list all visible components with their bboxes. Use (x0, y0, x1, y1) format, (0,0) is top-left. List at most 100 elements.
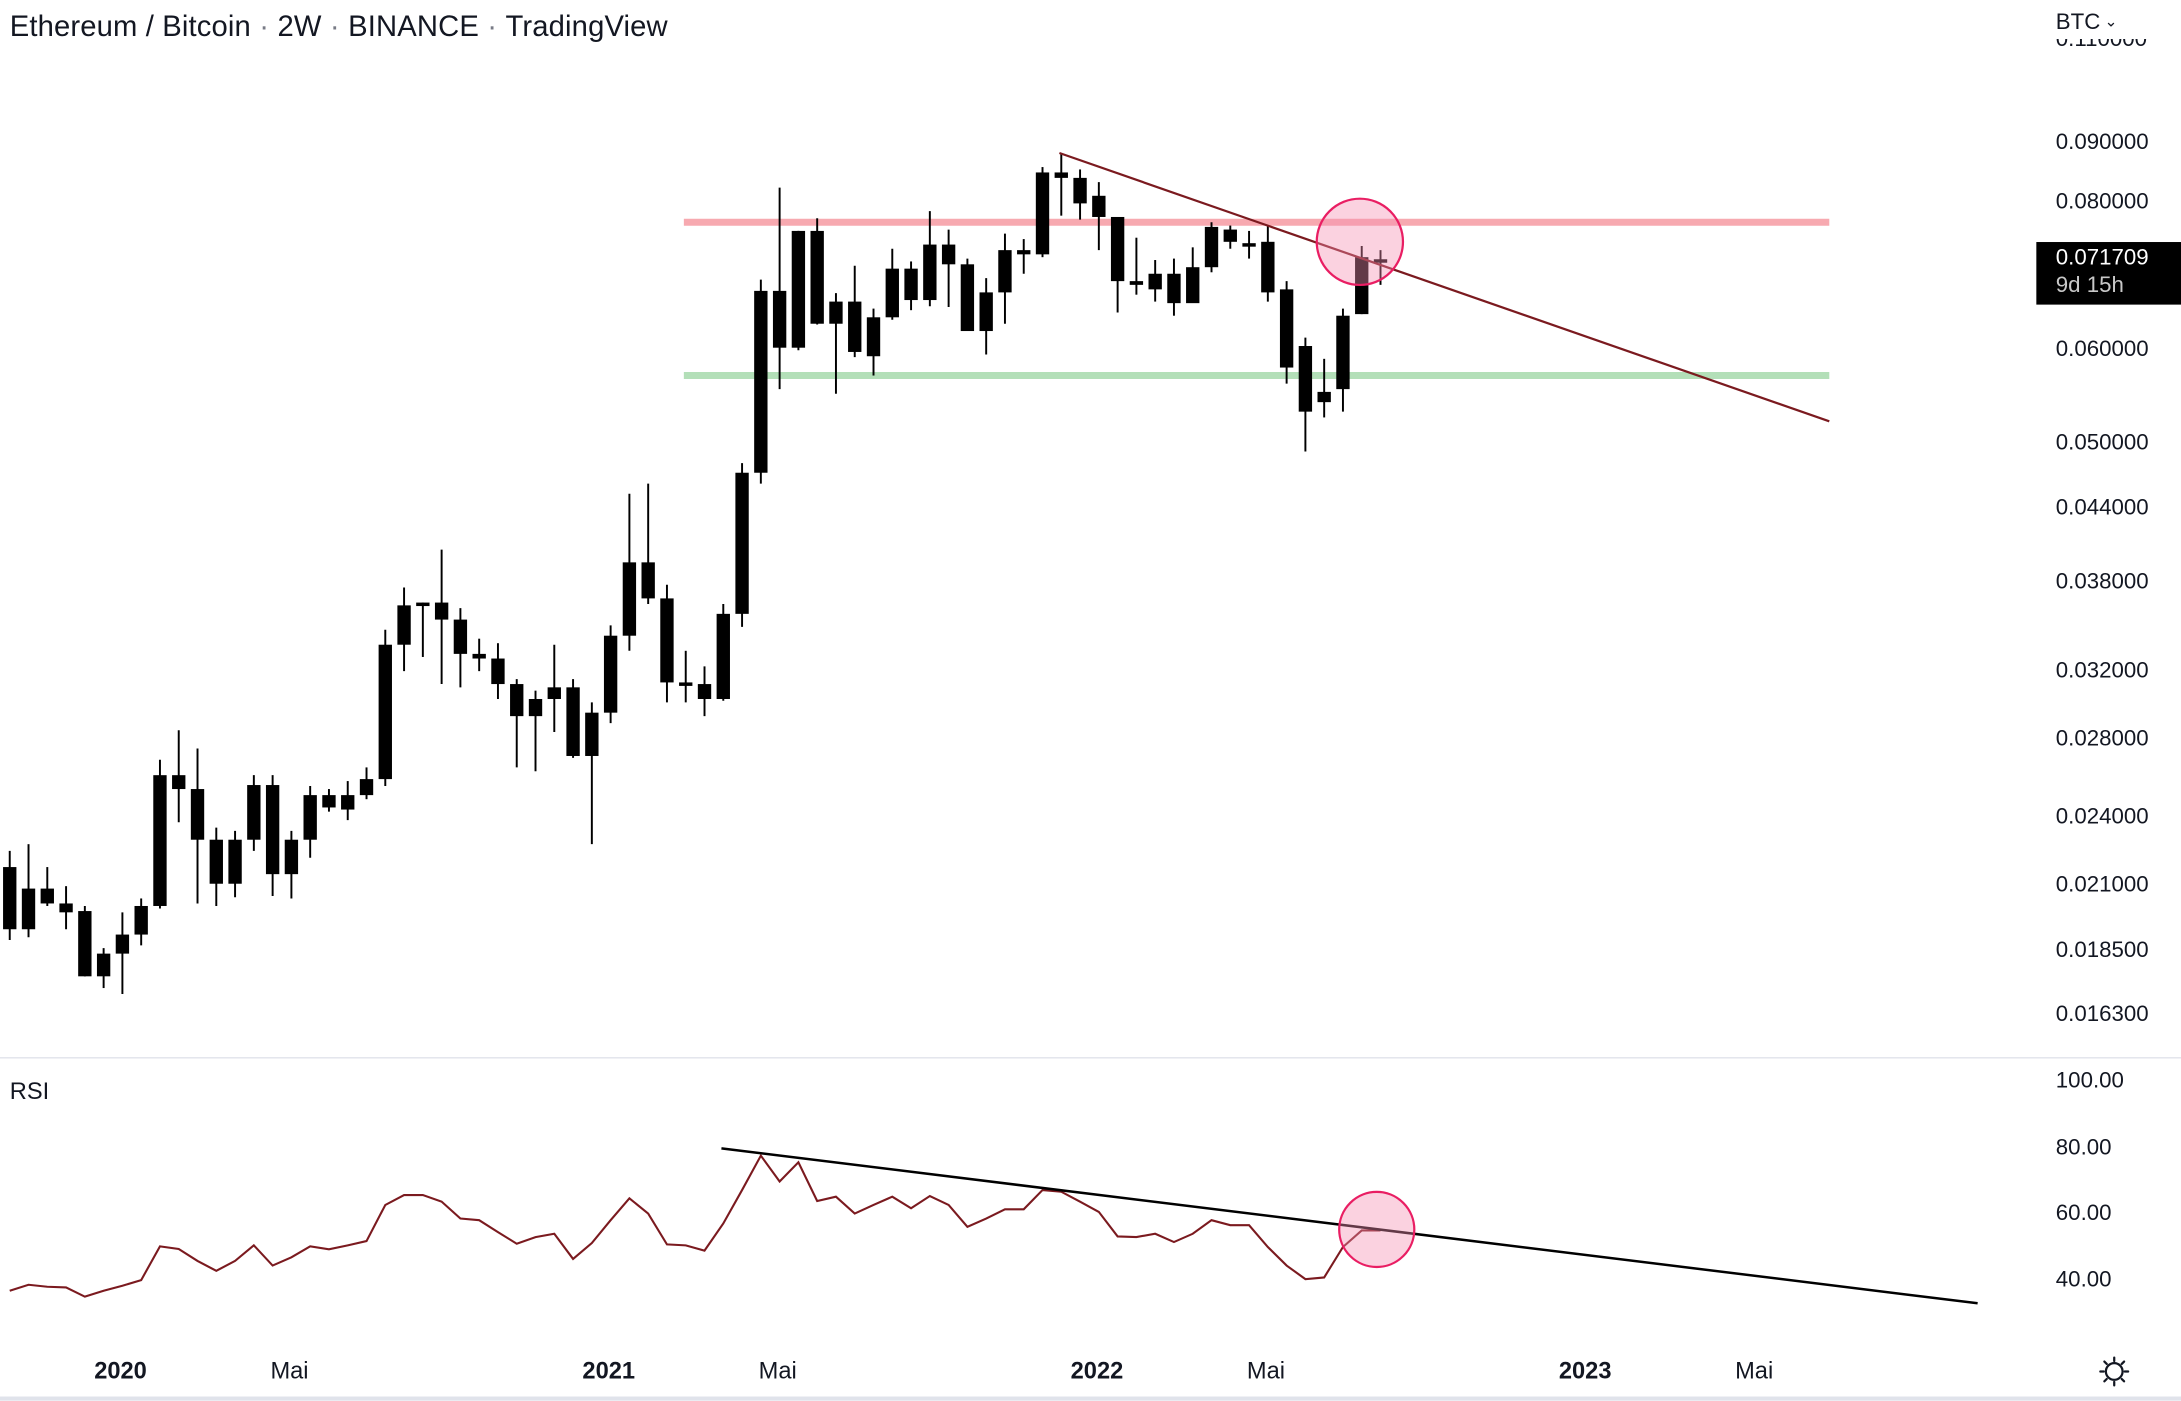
price-axis-label: 0.038000 (2055, 570, 2149, 595)
candle (453, 608, 468, 688)
candle-body (848, 301, 862, 352)
price-axis-label: 0.032000 (2055, 658, 2149, 683)
candles (3, 153, 1388, 995)
candle-body (510, 684, 524, 717)
candle (1279, 281, 1294, 384)
price-axis-label: 0.024000 (2055, 805, 2149, 830)
chevron-down-icon: ⌄ (2104, 13, 2118, 31)
candle-body (585, 712, 599, 756)
rsi-axis-label: 40.00 (2055, 1268, 2112, 1293)
candle-body (1129, 281, 1144, 285)
candle-body (566, 687, 580, 756)
candle-body (1073, 177, 1087, 204)
candle (1298, 337, 1313, 452)
candle-body (716, 613, 730, 700)
price-trendline (1059, 151, 1830, 423)
candle-body (791, 230, 806, 348)
bar-countdown: 9d 15h (2055, 274, 2124, 298)
candle (716, 603, 730, 701)
candle (754, 279, 768, 484)
price-axis-label: 0.090000 (2055, 130, 2149, 155)
exchange: BINANCE (348, 11, 479, 44)
rsi-line (9, 1153, 1381, 1298)
currency-selector[interactable]: BTC ⌄ (2056, 11, 2118, 36)
price-axis-label: 0.018500 (2055, 938, 2149, 962)
candle (378, 629, 392, 787)
price-axis[interactable]: 0.110000 0.090000 0.080000 0.060000 0.050000… (2036, 39, 2181, 1054)
candle (1336, 308, 1350, 412)
rsi-trendline (721, 1147, 1978, 1305)
rsi-axis-label: 100.00 (2055, 1069, 2124, 1094)
candle (303, 786, 317, 858)
rsi-highlight-circle (1338, 1190, 1416, 1269)
candle (960, 258, 975, 332)
candle (585, 702, 599, 845)
candle (1204, 222, 1219, 273)
price-axis-label: 0.044000 (2055, 496, 2149, 520)
candle (941, 229, 956, 308)
candle-body (998, 250, 1012, 293)
candle-body (472, 653, 486, 659)
candle (998, 233, 1012, 324)
time-axis-label: 2020 (94, 1357, 147, 1384)
candle (228, 830, 242, 898)
candle (491, 643, 505, 700)
candle (829, 293, 843, 394)
candle-body (153, 775, 167, 906)
candle (265, 775, 280, 896)
candle (679, 650, 693, 703)
candle-body (434, 602, 449, 620)
candle (885, 248, 899, 320)
candle-body (1373, 259, 1388, 263)
candle (848, 265, 862, 358)
rsi-axis-label: 60.00 (2055, 1201, 2112, 1226)
pane-divider[interactable] (0, 1057, 2181, 1059)
candle-body (641, 562, 655, 599)
candle (866, 308, 881, 376)
candle-body (754, 290, 768, 473)
candle-body (1035, 172, 1050, 255)
candle (247, 775, 261, 851)
candle (603, 625, 618, 724)
candle (1035, 167, 1050, 258)
interval[interactable]: 2W (277, 11, 322, 44)
candle-body (134, 905, 148, 935)
settings-icon[interactable] (2099, 1356, 2130, 1387)
candle-body (228, 839, 242, 884)
candle-body (40, 888, 54, 904)
candle (697, 666, 712, 717)
price-axis-label: 0.110000 (2055, 38, 2147, 52)
last-price-value: 0.071709 (2055, 246, 2149, 270)
candle-body (829, 301, 843, 324)
candle-body (735, 472, 749, 614)
candle-body (603, 635, 618, 713)
candle (1073, 169, 1087, 220)
candle (772, 187, 787, 390)
separator: · (329, 11, 340, 44)
price-axis-label: 0.028000 (2055, 726, 2149, 751)
candle-body (885, 268, 899, 318)
candle-body (528, 699, 543, 717)
candle (810, 218, 824, 325)
candle-body (772, 290, 787, 348)
candle-body (679, 682, 693, 686)
candle-body (1204, 226, 1219, 268)
rsi-indicator-label[interactable]: RSI (9, 1077, 50, 1105)
candle (40, 867, 54, 906)
candle-body (1110, 216, 1125, 282)
candle-body (1279, 289, 1294, 368)
candle-body (1017, 250, 1031, 255)
candle-body (247, 785, 261, 840)
candle-body (341, 795, 355, 810)
candle-body (660, 598, 674, 683)
candle (528, 690, 543, 772)
candle (96, 948, 111, 989)
price-axis-label: 0.016300 (2055, 1002, 2149, 1027)
symbol-name[interactable]: Ethereum / Bitcoin (9, 11, 251, 44)
candle-body (209, 839, 223, 884)
candle (1186, 247, 1200, 304)
candle-body (1317, 391, 1331, 403)
candle-body (416, 602, 430, 607)
candle (622, 493, 637, 651)
